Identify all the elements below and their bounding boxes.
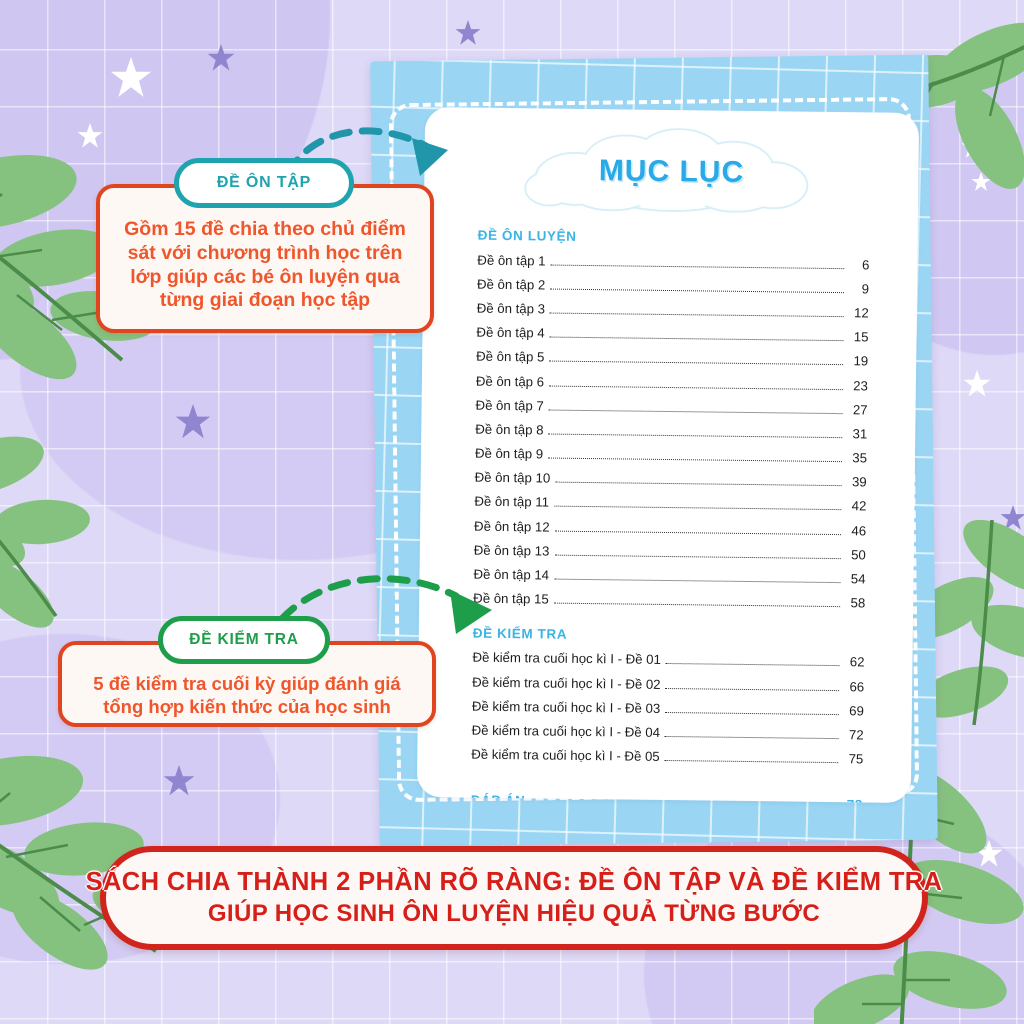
toc-row-page: 23	[853, 377, 868, 393]
toc-row-label: Đề ôn tập 11	[474, 494, 550, 511]
toc-row-page: 66	[849, 678, 865, 695]
toc-row-dots	[553, 602, 841, 608]
toc-row-dots	[554, 530, 842, 535]
toc-row-dots	[553, 578, 841, 584]
toc-row-label: Đề ôn tập 6	[475, 373, 545, 390]
toc-row-page: 54	[850, 571, 866, 587]
toc-row-label: Đề ôn tập 1	[477, 252, 546, 269]
toc-row-label: Đề ôn tập 8	[475, 421, 544, 438]
toc-row-page: 35	[852, 450, 868, 466]
toc-row-page: 72	[848, 727, 864, 743]
badge-de-on-tap[interactable]: ĐỀ ÔN TẬP	[174, 158, 354, 208]
toc-row-page: 6	[861, 256, 870, 273]
toc-row-page: 69	[849, 703, 864, 719]
toc-row-label: Đề kiểm tra cuối học kì I - Đề 05	[471, 746, 660, 765]
table-of-contents: ĐỀ ÔN LUYỆN Đề ôn tập 1 6 Đề ôn tập 2 9 Đề ô…	[471, 228, 870, 803]
toc-row-page: 62	[849, 654, 865, 670]
toc-row-page: 58	[850, 595, 866, 611]
cloud-shape-icon	[524, 128, 809, 213]
toc-row-label: Đề ôn tập 10	[474, 469, 551, 486]
toc-row-dots	[664, 760, 839, 764]
toc-row-dots	[548, 433, 843, 439]
toc-row-page: 27	[852, 401, 868, 418]
banner-line-2: GIÚP HỌC SINH ÔN LUYỆN HIỆU QUẢ TỪNG BƯỚ…	[207, 900, 821, 927]
toc-row-dots	[555, 481, 842, 487]
toc-row-dots	[665, 687, 840, 691]
badge-de-on-tap-label: ĐỀ ÔN TẬP	[216, 174, 312, 191]
toc-row-label: Đề kiểm tra cuối học kì I - Đề 02	[472, 674, 661, 692]
bottom-banner: SÁCH CHIA THÀNH 2 PHẦN RÕ RÀNG: ĐỀ ÔN TẬ…	[86, 846, 942, 950]
toc-row-page: 39	[851, 474, 867, 490]
toc-row-page: 19	[853, 353, 869, 369]
toc-row-label: Đề ôn tập 2	[476, 276, 546, 293]
leaf-branch-left-mid	[0, 436, 90, 628]
banner-line-1: SÁCH CHIA THÀNH 2 PHẦN RÕ RÀNG: ĐỀ ÔN TẬ…	[85, 868, 943, 896]
toc-row-page: 12	[853, 305, 869, 321]
toc-row-dots	[548, 409, 843, 414]
toc-row-dots	[553, 506, 842, 511]
toc-row-dots	[550, 264, 845, 269]
toc-row-dots	[665, 663, 840, 667]
toc-row-label: Đề ôn tập 9	[474, 445, 544, 462]
toc-row-dots	[664, 735, 839, 740]
toc-row-page: 75	[848, 751, 864, 767]
toc-row-label: Đề kiểm tra cuối học kì I - Đề 04	[471, 722, 661, 740]
toc-row-dots	[549, 360, 844, 366]
badge-de-kiem-tra[interactable]: ĐỀ KIỂM TRA	[158, 616, 330, 664]
toc-rows-on-luyen: Đề ôn tập 1 6 Đề ôn tập 2 9 Đề ôn tập 3 12 Đề …	[473, 249, 869, 617]
toc-row-label: Đề ôn tập 13	[473, 542, 550, 559]
toc-row-label: Đề ôn tập 3	[476, 300, 546, 317]
title-cloud: MỤC LỤC	[521, 126, 822, 214]
page-title: MỤC LỤC	[598, 154, 745, 189]
toc-row-page: 50	[851, 547, 866, 563]
toc-row-dots	[549, 385, 843, 390]
toc-card: MỤC LỤC ĐỀ ÔN LUYỆN Đề ôn tập 1 6 Đề ôn tậ…	[416, 107, 920, 803]
callout-kiem-tra-body: 5 đề kiểm tra cuối kỳ giúp đánh giá tổng…	[93, 673, 401, 717]
toc-row-label: Đề ôn tập 12	[474, 518, 550, 535]
toc-row-label: Đề ôn tập 4	[476, 324, 545, 341]
toc-row-page: 31	[852, 426, 868, 442]
toc-row-label: Đề ôn tập 7	[475, 397, 544, 414]
toc-row-dots	[548, 457, 842, 463]
toc-row-page: 46	[851, 522, 867, 539]
callout-on-tap: Gồm 15 đề chia theo chủ điểm sát với chư…	[96, 184, 434, 333]
toc-row-page: 42	[851, 498, 867, 514]
toc-row-label: Đề kiểm tra cuối học kì I - Đề 03	[471, 698, 661, 716]
callout-on-tap-body: Gồm 15 đề chia theo chủ điểm sát với chư…	[124, 218, 406, 312]
toc-row-dots	[549, 336, 844, 342]
toc-row-dots	[665, 711, 839, 715]
toc-row-label: Đề kiểm tra cuối học kì I - Đề 01	[472, 650, 661, 668]
toc-row-page: 9	[861, 281, 870, 297]
toc-row-page: 15	[853, 329, 869, 345]
toc-rows-kiem-tra: Đề kiểm tra cuối học kì I - Đề 01 62 Đề ki…	[471, 646, 864, 772]
toc-row-dots	[550, 288, 845, 293]
toc-row-dots	[554, 554, 841, 559]
toc-row-label: Đề ôn tập 5	[476, 348, 545, 365]
toc-section-heading-on-luyen: ĐỀ ÔN LUYỆN	[477, 227, 577, 244]
badge-de-kiem-tra-label: ĐỀ KIỂM TRA	[189, 631, 299, 648]
toc-row-dots	[549, 312, 844, 318]
